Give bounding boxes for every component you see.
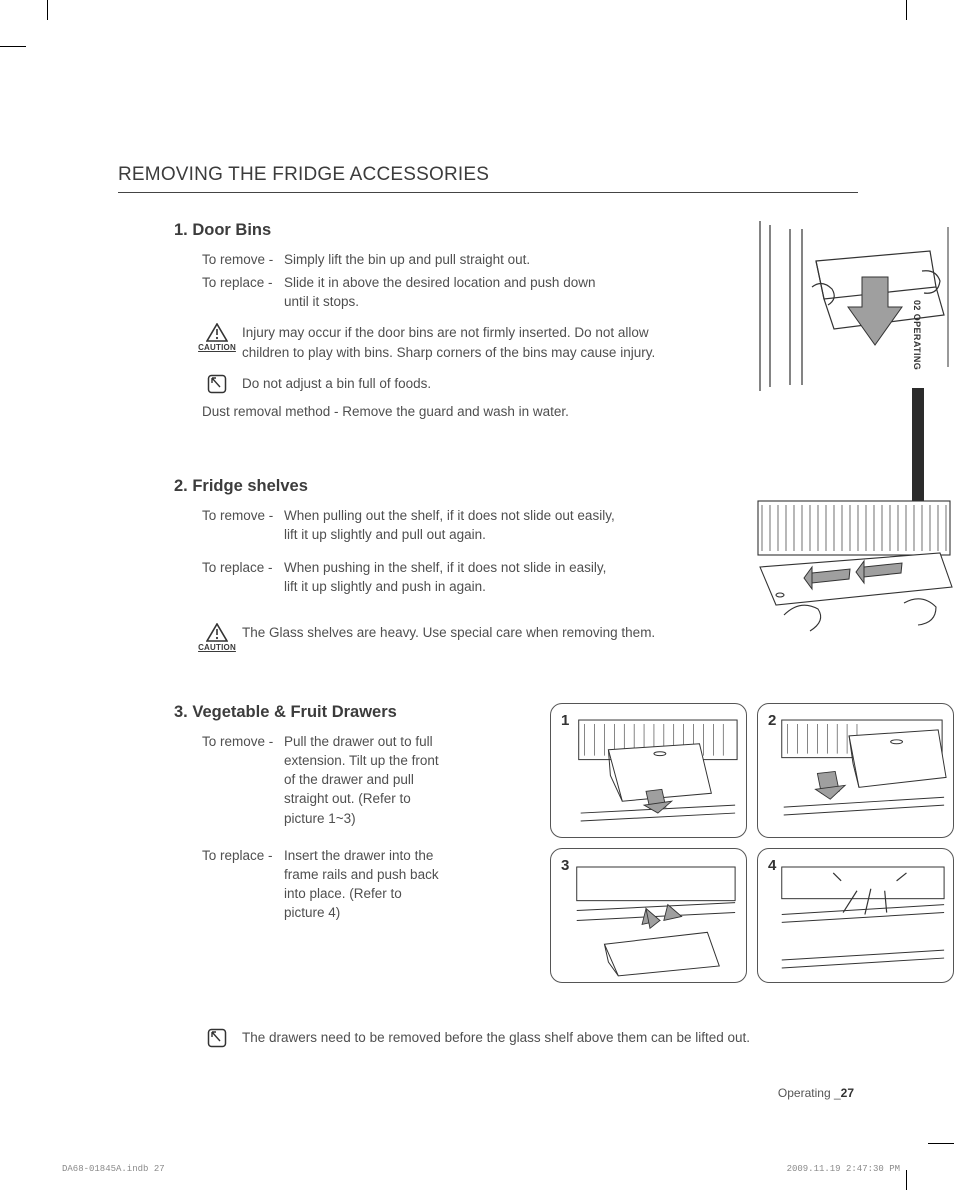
note-icon bbox=[207, 374, 227, 394]
illustration-shelf bbox=[754, 495, 954, 645]
page-content: REMOVING THE FRIDGE ACCESSORIES 1. Door … bbox=[118, 164, 858, 1074]
illustration-panel: 3 bbox=[550, 848, 747, 983]
caution-icon bbox=[206, 623, 228, 642]
illustration-panel: 4 bbox=[757, 848, 954, 983]
instruction-text: When pulling out the shelf, if it does n… bbox=[284, 506, 622, 544]
section-heading: 2. Fridge shelves bbox=[174, 477, 858, 496]
crop-mark bbox=[928, 1143, 954, 1144]
instruction-replace: To replace - Insert the drawer into the … bbox=[202, 846, 442, 923]
crop-mark bbox=[906, 1170, 907, 1190]
note-text: Do not adjust a bin full of foods. bbox=[242, 374, 662, 393]
instruction-lead: To remove - bbox=[202, 506, 284, 544]
section-body: To remove - Simply lift the bin up and p… bbox=[202, 250, 622, 311]
panel-number: 4 bbox=[768, 857, 776, 874]
instruction-replace: To replace - Slide it in above the desir… bbox=[202, 273, 622, 311]
caution-icon bbox=[206, 323, 228, 342]
crop-mark bbox=[0, 46, 26, 47]
caution-text: The Glass shelves are heavy. Use special… bbox=[242, 623, 662, 642]
illustration-panel: 1 bbox=[550, 703, 747, 838]
page-title: REMOVING THE FRIDGE ACCESSORIES bbox=[118, 164, 858, 193]
instruction-text: Slide it in above the desired location a… bbox=[284, 273, 622, 311]
instruction-text: Pull the drawer out to full extension. T… bbox=[284, 732, 442, 828]
footer-doc-id: DA68-01845A.indb 27 bbox=[62, 1164, 165, 1174]
instruction-text: When pushing in the shelf, if it does no… bbox=[284, 558, 622, 596]
instruction-text: Simply lift the bin up and pull straight… bbox=[284, 250, 622, 269]
footer-section-name: Operating _ bbox=[778, 1086, 841, 1100]
crop-mark bbox=[47, 0, 48, 20]
caution-text: Injury may occur if the door bins are no… bbox=[242, 323, 662, 361]
instruction-lead: To remove - bbox=[202, 732, 284, 828]
caution-label: CAUTION bbox=[198, 343, 236, 352]
instruction-lead: To replace - bbox=[202, 558, 284, 596]
section-door-bins: 1. Door Bins To remove - Simply lift the… bbox=[118, 221, 858, 451]
panel-number: 2 bbox=[768, 712, 776, 729]
instruction-replace: To replace - When pushing in the shelf, … bbox=[202, 558, 622, 596]
note-text: The drawers need to be removed before th… bbox=[242, 1028, 802, 1047]
instruction-remove: To remove - Pull the drawer out to full … bbox=[202, 732, 442, 828]
instruction-lead: To replace - bbox=[202, 273, 284, 311]
instruction-lead: To replace - bbox=[202, 846, 284, 923]
panel-number: 1 bbox=[561, 712, 569, 729]
crop-mark bbox=[906, 0, 907, 20]
section-veg-drawers: 3. Vegetable & Fruit Drawers To remove -… bbox=[118, 703, 858, 1048]
footer-page-number: 27 bbox=[841, 1086, 854, 1100]
illustration-drawer-grid: 1 bbox=[550, 703, 954, 983]
footer-timestamp: 2009.11.19 2:47:30 PM bbox=[787, 1164, 900, 1174]
illustration-panel: 2 bbox=[757, 703, 954, 838]
caution-label: CAUTION bbox=[198, 643, 236, 652]
page-footer: Operating _27 bbox=[778, 1086, 854, 1100]
panel-number: 3 bbox=[561, 857, 569, 874]
instruction-text: Insert the drawer into the frame rails a… bbox=[284, 846, 442, 923]
instruction-remove: To remove - Simply lift the bin up and p… bbox=[202, 250, 622, 269]
instruction-remove: To remove - When pulling out the shelf, … bbox=[202, 506, 622, 544]
section-fridge-shelves: 2. Fridge shelves To remove - When pulli… bbox=[118, 477, 858, 677]
section-body: To remove - When pulling out the shelf, … bbox=[202, 506, 622, 597]
instruction-lead: To remove - bbox=[202, 250, 284, 269]
note-icon bbox=[207, 1028, 227, 1048]
section-body: To remove - Pull the drawer out to full … bbox=[202, 732, 442, 922]
note-callout: The drawers need to be removed before th… bbox=[202, 1028, 858, 1048]
illustration-door-bin bbox=[754, 217, 954, 395]
extra-instruction: Dust removal method - Remove the guard a… bbox=[202, 404, 858, 419]
